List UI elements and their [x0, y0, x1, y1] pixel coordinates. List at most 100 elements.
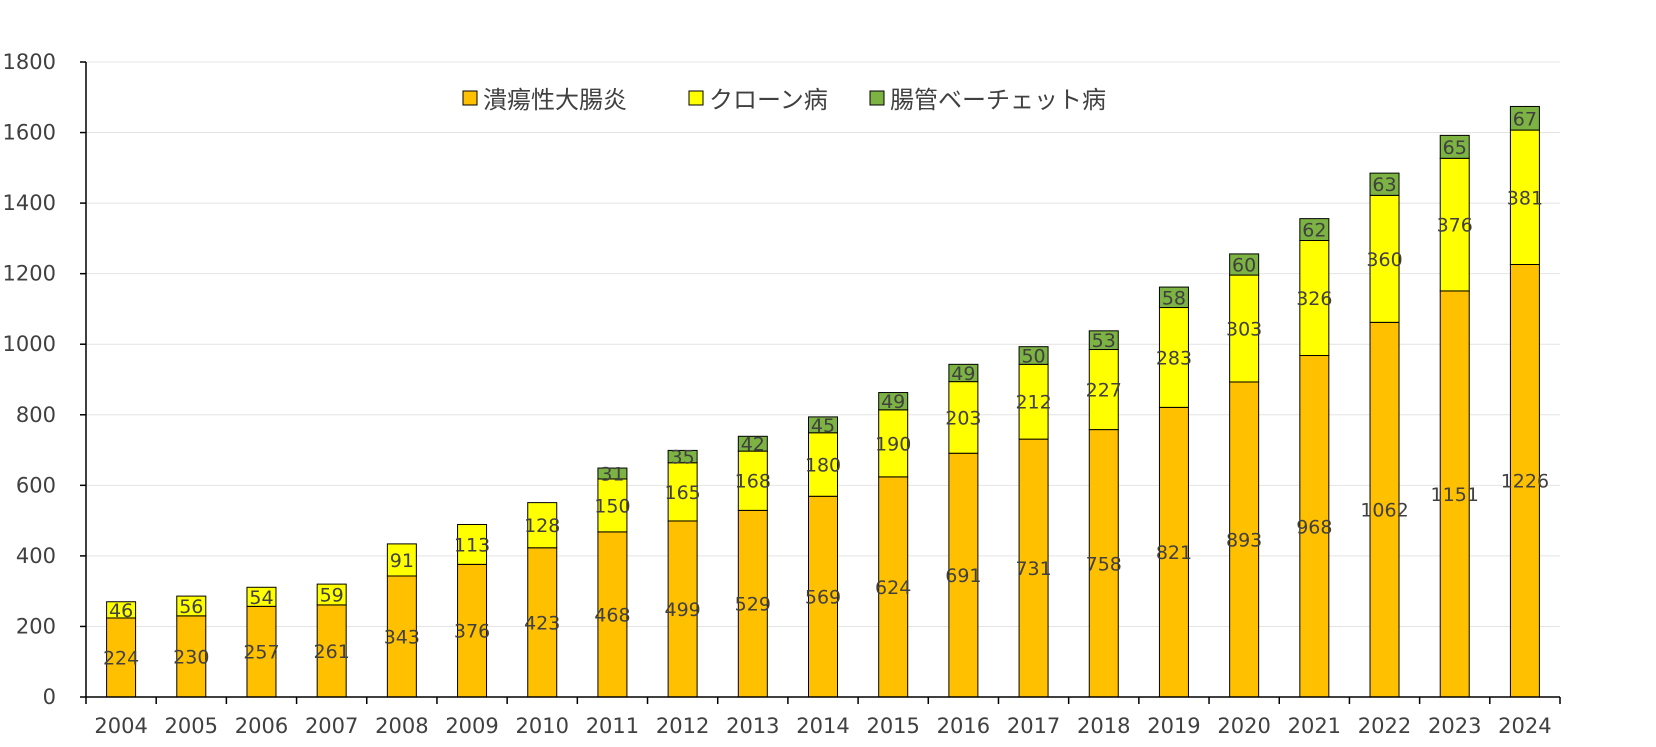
x-tick-label: 2020 — [1217, 714, 1270, 738]
bar-segment — [106, 601, 137, 619]
x-tick-labels: 2004 2005 2006 2007 2008 2009 2010 2011 2012 2013… — [94, 714, 1551, 738]
bar-segment — [1299, 218, 1330, 242]
data-label: 113 — [454, 534, 490, 556]
data-label: 45 — [811, 415, 835, 437]
legend-swatch — [688, 90, 704, 106]
y-tick-label: 200 — [16, 614, 56, 638]
legend-swatch — [462, 90, 478, 106]
bar-segment — [737, 509, 768, 698]
data-label: 56 — [179, 596, 203, 618]
data-label: 257 — [243, 642, 279, 664]
data-label: 468 — [594, 604, 630, 626]
x-tick-label: 2004 — [94, 714, 147, 738]
bar-segment — [1158, 286, 1189, 309]
data-label: 150 — [594, 495, 630, 517]
data-label: 35 — [671, 447, 695, 469]
bar-segment — [1229, 274, 1260, 383]
bar-segment — [1088, 349, 1119, 431]
bar-segment — [878, 392, 909, 411]
data-label: 54 — [249, 587, 273, 609]
data-label: 968 — [1296, 516, 1332, 538]
bar-segment — [527, 502, 558, 549]
y-tick-label: 0 — [43, 685, 56, 709]
bar-segment — [386, 543, 417, 577]
x-tick-label: 2007 — [305, 714, 358, 738]
data-label: 49 — [951, 363, 975, 385]
data-label: 60 — [1232, 254, 1256, 276]
x-tick-label: 2018 — [1077, 714, 1130, 738]
y-tick-label: 1200 — [3, 262, 56, 286]
bar-segment — [246, 605, 277, 698]
data-label: 58 — [1162, 287, 1186, 309]
x-tick-label: 2011 — [586, 714, 639, 738]
bar-segment — [1439, 157, 1470, 292]
x-tick-label: 2014 — [796, 714, 849, 738]
bar-segment — [597, 467, 628, 480]
bar-segment — [808, 432, 838, 497]
legend-label: 腸管ベーチェット病 — [890, 86, 1106, 114]
data-label: 31 — [600, 464, 624, 486]
x-tick-label: 2012 — [656, 714, 709, 738]
data-label: 731 — [1015, 558, 1051, 580]
x-tick-label: 2017 — [1007, 714, 1060, 738]
bar-segment — [948, 363, 979, 383]
data-label: 376 — [454, 621, 490, 643]
data-label: 893 — [1226, 529, 1262, 551]
legend-swatch — [869, 90, 885, 106]
x-tick-label: 2019 — [1147, 714, 1200, 738]
bar-segment — [1439, 290, 1470, 698]
legend-label: 潰瘍性大腸炎 — [483, 86, 627, 114]
bar-segment — [1509, 263, 1540, 698]
data-label: 224 — [103, 647, 139, 669]
data-label: 165 — [664, 482, 700, 504]
x-tick-label: 2005 — [165, 714, 218, 738]
data-label: 261 — [314, 641, 350, 663]
legend: 潰瘍性大腸炎 クローン病 腸管ベーチェット病 — [462, 86, 1106, 114]
data-label: 303 — [1226, 319, 1262, 341]
bar-segment — [948, 452, 979, 698]
data-label: 180 — [805, 455, 841, 477]
bar-segment — [316, 604, 347, 698]
x-tick-label: 2021 — [1288, 714, 1341, 738]
bar-segment — [808, 416, 838, 434]
data-label: 624 — [875, 577, 911, 599]
data-label: 63 — [1372, 174, 1396, 196]
data-label: 50 — [1021, 346, 1045, 368]
bar-segment — [316, 583, 347, 606]
x-tick-label: 2023 — [1428, 714, 1481, 738]
data-label: 283 — [1156, 347, 1192, 369]
data-label: 62 — [1302, 220, 1326, 242]
data-label: 381 — [1507, 187, 1543, 209]
data-label: 212 — [1015, 392, 1051, 414]
bar-segment — [246, 586, 277, 607]
data-label: 203 — [945, 407, 981, 429]
y-tick-label: 1600 — [3, 121, 56, 145]
data-label: 326 — [1296, 288, 1332, 310]
x-tick-label: 2013 — [726, 714, 779, 738]
y-tick-label: 400 — [16, 544, 56, 568]
data-label: 59 — [320, 585, 344, 607]
x-tick-label: 2024 — [1498, 714, 1551, 738]
bar-segment — [737, 450, 768, 511]
x-tick-label: 2008 — [375, 714, 428, 738]
data-label: 529 — [735, 594, 771, 616]
x-tick-label: 2010 — [516, 714, 569, 738]
gridlines — [86, 61, 1560, 627]
x-tick-label: 2006 — [235, 714, 288, 738]
x-tick-label: 2022 — [1358, 714, 1411, 738]
bar-segment — [667, 462, 698, 522]
data-label: 1062 — [1360, 500, 1408, 522]
bar-segment — [1018, 438, 1049, 698]
bars — [106, 105, 1540, 698]
bar-segment — [1509, 129, 1540, 265]
data-label: 190 — [875, 433, 911, 455]
y-tick-label: 1400 — [3, 191, 56, 215]
bar-segment — [1088, 330, 1119, 351]
bar-segment — [667, 449, 698, 464]
bar-segment — [1509, 105, 1540, 131]
data-label: 376 — [1437, 215, 1473, 237]
legend-label: クローン病 — [709, 86, 828, 114]
y-tick-labels: 0 200 400 600 800 1000 1200 1400 1600 1800 — [3, 50, 56, 709]
bar-segment — [1369, 172, 1400, 196]
